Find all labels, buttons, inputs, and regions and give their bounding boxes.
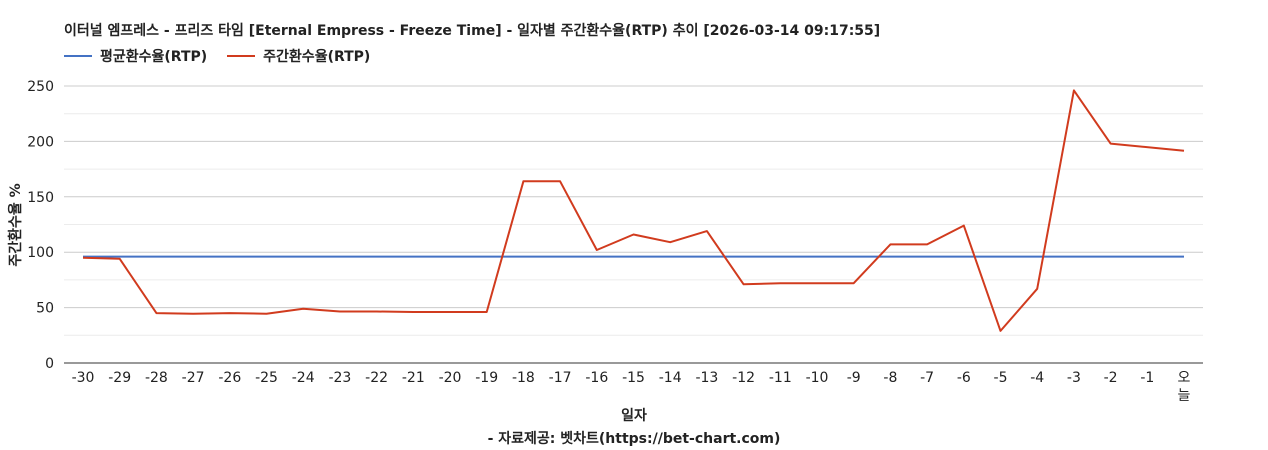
data-credit: - 자료제공: 벳차트(https://bet-chart.com) [487,431,781,447]
x-tick-label: -6 [957,370,971,386]
x-tick-label: -1 [1140,370,1154,386]
x-tick-label: -25 [255,370,278,386]
x-tick-label: -26 [218,370,241,386]
y-tick-label: 100 [27,245,54,261]
x-tick-label: -22 [365,370,388,386]
y-tick-label: 50 [36,301,54,317]
y-tick-label: 150 [27,190,54,206]
x-tick-label: -11 [769,370,792,386]
chart-legend: 평균환수율(RTP) 주간환수율(RTP) [64,46,370,66]
x-tick-label: -12 [732,370,755,386]
x-axis-label: 일자 [621,408,647,424]
x-tick-label: -19 [475,370,498,386]
x-tick-label: -15 [622,370,645,386]
legend-item-average[interactable]: 평균환수율(RTP) [64,46,207,66]
x-tick-label: -9 [847,370,861,386]
x-tick-label: -28 [145,370,168,386]
x-tick-label: -30 [72,370,95,386]
x-tick-label: -23 [328,370,351,386]
x-tick-label: -7 [920,370,934,386]
x-tick-label: -5 [994,370,1008,386]
series-line-weekly [82,89,1185,332]
x-tick-label: -16 [585,370,608,386]
x-tick-label: -3 [1067,370,1081,386]
y-tick-label: 250 [27,79,54,95]
legend-swatch-weekly [227,55,256,57]
x-tick-label: -13 [695,370,718,386]
x-tick-label: -17 [549,370,572,386]
x-tick-label: -18 [512,370,535,386]
legend-swatch-average [64,55,92,57]
x-tick-label: -24 [292,370,315,386]
x-tick-label: -4 [1030,370,1044,386]
legend-item-weekly[interactable]: 주간환수율(RTP) [227,46,370,66]
y-tick-label: 200 [27,134,54,150]
x-tick-label: -14 [659,370,682,386]
x-tick-label: -20 [439,370,462,386]
x-tick-label: -29 [108,370,131,386]
x-tick-label: -8 [883,370,897,386]
chart-title: 이터널 엠프레스 - 프리즈 타임 [Eternal Empress - Fre… [64,23,881,39]
y-tick-label: 0 [45,356,54,372]
legend-label-weekly: 주간환수율(RTP) [263,49,371,65]
legend-label-average: 평균환수율(RTP) [100,49,208,65]
x-tick-label: -10 [806,370,829,386]
x-tick-label: -2 [1104,370,1118,386]
x-tick-label: -21 [402,370,425,386]
x-tick-label: -27 [182,370,205,386]
